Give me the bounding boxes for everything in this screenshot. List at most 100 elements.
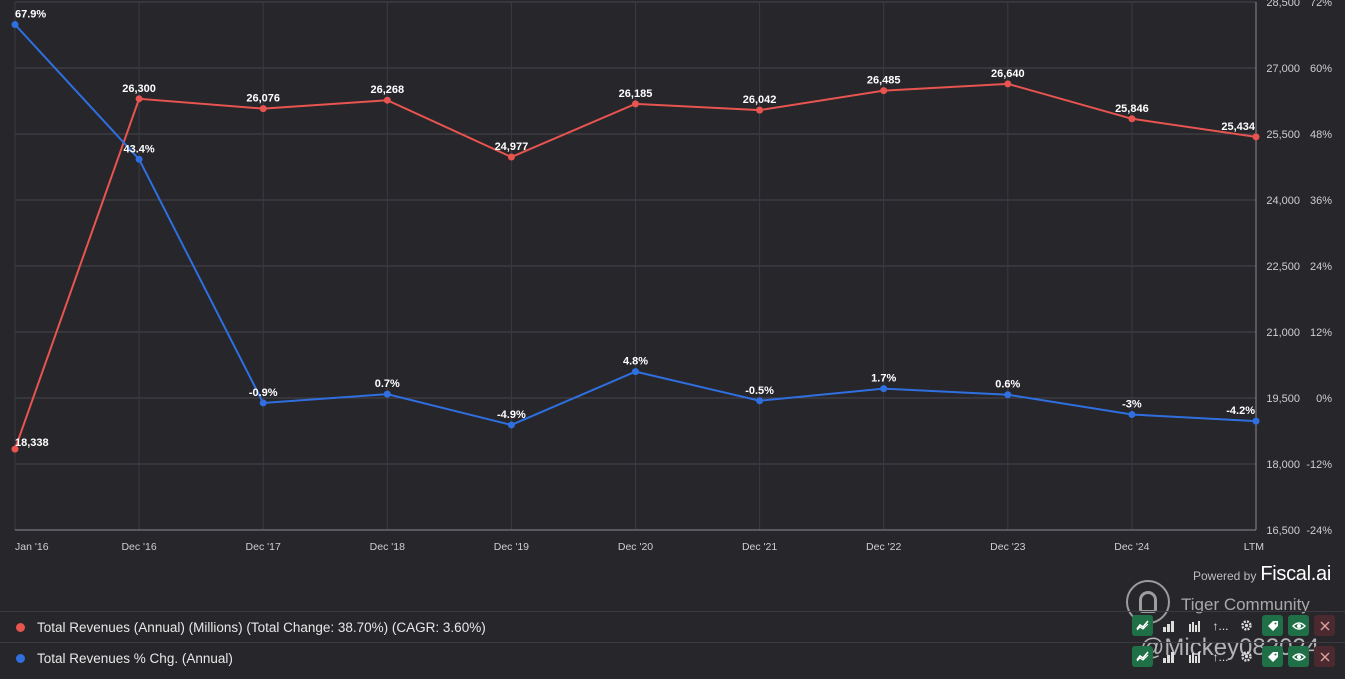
y-tick-label-left: 28,500 xyxy=(1266,0,1300,9)
pct-change-data-label: 0.7% xyxy=(375,378,400,390)
y-tick-label-right: 72% xyxy=(1310,0,1332,9)
pct-change-data-label: -0.9% xyxy=(249,387,278,399)
legend-row-revenue[interactable]: Total Revenues (Annual) (Millions) (Tota… xyxy=(0,611,1345,642)
pct-change-point xyxy=(1004,391,1012,399)
pct-change-data-label: 0.6% xyxy=(995,379,1020,391)
y-tick-label-right: 60% xyxy=(1310,63,1332,75)
revenue-point xyxy=(11,445,19,453)
y-tick-label-left: 24,000 xyxy=(1266,195,1300,207)
y-tick-label-right: 36% xyxy=(1310,195,1332,207)
powered-by-label: Powered by xyxy=(1192,569,1257,583)
pct-change-data-label: 43.4% xyxy=(123,143,154,155)
x-tick-label: Dec '24 xyxy=(1114,541,1149,553)
y-tick-label-left: 27,000 xyxy=(1266,63,1300,75)
pct-change-data-label: -4.2% xyxy=(1226,405,1255,417)
x-tick-label: Dec '19 xyxy=(494,541,529,553)
x-tick-label: Dec '18 xyxy=(370,541,405,553)
pct-change-data-label: 67.9% xyxy=(15,9,46,21)
pct-change-point xyxy=(1252,417,1260,425)
revenue-data-label: 26,042 xyxy=(743,94,777,106)
y-tick-label-left: 22,500 xyxy=(1266,261,1300,273)
pct-change-data-label: -3% xyxy=(1122,399,1142,411)
pct-change-point xyxy=(259,399,267,407)
x-tick-label: Dec '23 xyxy=(990,541,1025,553)
revenue-point xyxy=(756,106,764,114)
x-tick-label: LTM xyxy=(1244,541,1264,553)
pct-change-data-label: 4.8% xyxy=(623,356,648,368)
line-chart-icon[interactable] xyxy=(1132,615,1153,636)
revenue-data-label: 18,338 xyxy=(15,437,49,449)
revenue-point xyxy=(259,105,267,113)
bar-chart-icon[interactable] xyxy=(1158,646,1179,667)
revenue-data-label: 26,640 xyxy=(991,68,1025,80)
sort-icon[interactable]: ↑... xyxy=(1212,618,1229,633)
pct-change-point xyxy=(383,390,391,398)
x-tick-label: Dec '22 xyxy=(866,541,901,553)
x-tick-label: Dec '20 xyxy=(618,541,653,553)
close-icon[interactable] xyxy=(1314,646,1335,667)
revenue-point xyxy=(880,87,888,95)
revenue-data-label: 26,485 xyxy=(867,75,901,87)
grouped-bar-icon[interactable] xyxy=(1184,646,1205,667)
legend-row-pct-change[interactable]: Total Revenues % Chg. (Annual) ↑... xyxy=(0,642,1345,673)
bar-chart-icon[interactable] xyxy=(1158,615,1179,636)
revenue-data-label: 26,268 xyxy=(370,84,404,96)
y-tick-label-left: 16,500 xyxy=(1266,525,1300,537)
y-tick-label-left: 18,000 xyxy=(1266,459,1300,471)
y-tick-label-right: -12% xyxy=(1306,459,1332,471)
revenue-chart: 16,500 18,000 19,500 21,000 22,500 24,000 25,5… xyxy=(11,0,1332,553)
revenue-point xyxy=(135,95,143,103)
grouped-bar-icon[interactable] xyxy=(1184,615,1205,636)
legend-label-pct-change: Total Revenues % Chg. (Annual) xyxy=(37,650,233,666)
x-tick-label: Dec '21 xyxy=(742,541,777,553)
series-toolbar-revenue: ↑... xyxy=(1132,615,1335,636)
revenue-point xyxy=(507,153,515,161)
line-chart-icon[interactable] xyxy=(1132,646,1153,667)
pct-change-data-label: -4.9% xyxy=(497,409,526,421)
pct-change-point xyxy=(507,421,515,429)
y-tick-label-right: 12% xyxy=(1310,327,1332,339)
tag-icon[interactable] xyxy=(1262,615,1283,636)
revenue-data-label: 24,977 xyxy=(495,141,529,153)
legend-dot-revenue xyxy=(16,622,25,632)
sort-icon[interactable]: ↑... xyxy=(1212,649,1229,664)
pct-change-point xyxy=(880,385,888,393)
pct-change-data-label: 1.7% xyxy=(871,373,896,385)
eye-icon[interactable] xyxy=(1288,615,1309,636)
legend-label-revenue: Total Revenues (Annual) (Millions) (Tota… xyxy=(37,619,486,635)
x-tick-label: Jan '16 xyxy=(15,541,49,553)
y-tick-label-right: 48% xyxy=(1310,129,1332,141)
pct-change-point xyxy=(11,21,19,29)
legend-dot-pct-change xyxy=(16,653,25,663)
close-icon[interactable] xyxy=(1314,615,1335,636)
powered-by[interactable]: Powered by Fiscal.ai xyxy=(1193,563,1331,586)
revenue-data-label: 26,076 xyxy=(246,93,280,105)
revenue-data-label: 25,434 xyxy=(1221,121,1256,133)
pct-change-data-label: -0.5% xyxy=(745,385,774,397)
y-tick-label-right: 0% xyxy=(1316,393,1332,405)
gear-icon[interactable] xyxy=(1236,615,1257,636)
revenue-point xyxy=(1128,115,1136,123)
revenue-data-label: 25,846 xyxy=(1115,103,1149,115)
pct-change-point xyxy=(1128,411,1136,418)
revenue-point xyxy=(1252,133,1260,141)
y-tick-label-left: 19,500 xyxy=(1266,393,1300,405)
y-tick-label-right: 24% xyxy=(1310,261,1332,273)
revenue-point xyxy=(1004,80,1012,88)
x-tick-label: Dec '16 xyxy=(121,541,156,553)
series-toolbar-pct-change: ↑... xyxy=(1132,646,1335,667)
revenue-point xyxy=(383,96,391,104)
revenue-point xyxy=(632,100,639,108)
pct-change-point xyxy=(632,368,639,376)
x-tick-label: Dec '17 xyxy=(246,541,281,553)
y-tick-label-left: 21,000 xyxy=(1266,327,1300,339)
tag-icon[interactable] xyxy=(1262,646,1283,667)
y-tick-label-left: 25,500 xyxy=(1266,129,1300,141)
pct-change-point xyxy=(135,155,143,163)
y-tick-label-right: -24% xyxy=(1306,525,1332,537)
eye-icon[interactable] xyxy=(1288,646,1309,667)
fiscal-ai-logo[interactable]: Fiscal.ai xyxy=(1260,563,1331,585)
gear-icon[interactable] xyxy=(1236,646,1257,667)
revenue-data-label: 26,185 xyxy=(619,88,653,100)
revenue-data-label: 26,300 xyxy=(122,83,156,95)
